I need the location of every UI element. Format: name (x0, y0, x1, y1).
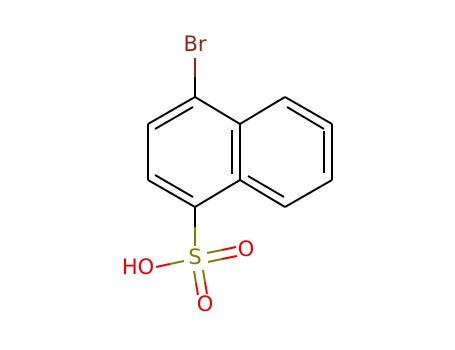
atom-label: O (197, 292, 214, 316)
bond (207, 258, 223, 263)
bond (206, 249, 223, 254)
bond (195, 282, 199, 296)
bond (155, 263, 171, 268)
bond (284, 96, 333, 125)
bond (221, 255, 238, 260)
bond (239, 96, 286, 125)
bond (169, 260, 185, 265)
double-bond-inner (154, 174, 194, 198)
bond (194, 179, 241, 208)
atom-label: S (188, 245, 201, 269)
atom-label: O (238, 237, 255, 261)
bond (147, 179, 196, 208)
bond (221, 246, 237, 251)
bond (147, 96, 196, 125)
bond (204, 281, 208, 295)
atom-label: HO (122, 255, 154, 279)
bond (239, 179, 286, 208)
double-bond-inner (286, 106, 325, 130)
bond (202, 269, 206, 283)
bond (284, 179, 333, 208)
bonds (147, 58, 333, 296)
double-bond-inner (247, 175, 285, 198)
double-bond-inner (154, 106, 194, 130)
atom-label: Br (183, 32, 206, 56)
bond (193, 270, 197, 284)
bond (194, 96, 241, 125)
